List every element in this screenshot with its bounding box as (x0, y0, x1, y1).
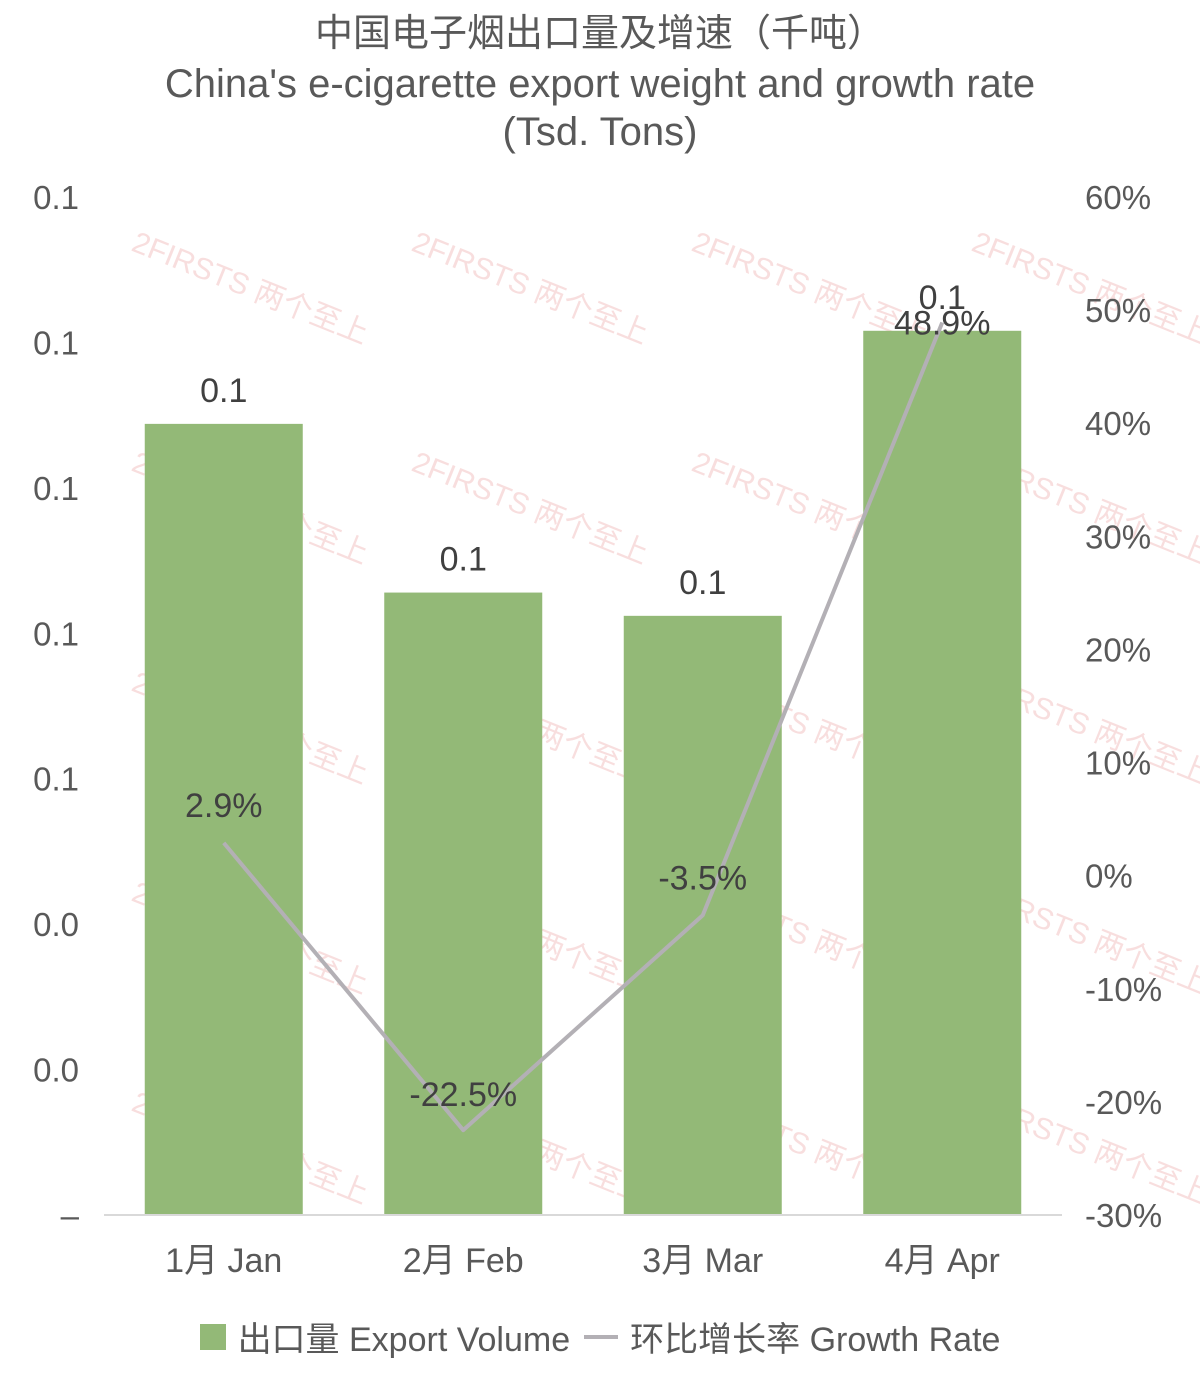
watermark-text: 2FIRSTS 两个至上 (127, 226, 373, 351)
growth-rate-line (222, 321, 945, 1133)
left-tick-label: 0.0 (33, 906, 79, 943)
watermark-text: 2FIRSTS 两个至上 (407, 226, 653, 351)
right-tick-label: -20% (1085, 1084, 1162, 1121)
bar-4 (863, 330, 1022, 1215)
growth-value-label: -3.5% (658, 859, 747, 897)
legend-bar-swatch (199, 1323, 226, 1350)
data-labels: 0.1 0.1 0.1 0.1 2.9% -22.5% -3.5% 48.9% (185, 279, 990, 1114)
left-tick-label: 0.1 (33, 761, 79, 798)
legend: 出口量 Export Volume 环比增长率 Growth Rate (0, 1312, 1200, 1361)
left-tick-label: 0.1 (33, 615, 79, 652)
right-tick-label: -10% (1085, 971, 1162, 1008)
growth-value-label: -22.5% (409, 1076, 517, 1114)
right-tick-label: 20% (1085, 631, 1151, 668)
right-tick-label: 10% (1085, 745, 1151, 782)
bar-value-label: 0.1 (440, 541, 487, 579)
growth-value-label: 2.9% (185, 787, 263, 825)
right-tick-label: 50% (1085, 292, 1151, 329)
growth-line-series (222, 321, 945, 1133)
right-tick-label: -30% (1085, 1197, 1162, 1234)
left-tick-label: 0.1 (33, 470, 79, 507)
chart-title-en: China's e-cigarette export weight and gr… (164, 62, 1036, 154)
left-axis: – 0.0 0.0 0.1 0.1 0.1 0.1 0.1 (33, 179, 80, 1234)
right-axis: -30% -20% -10% 0% 10% 20% 30% 40% 50% 60% (1085, 179, 1162, 1234)
chart: 2FIRSTS 两个至上 2FIRSTS 两个至上 2FIRSTS 两个至上 2FIR… (33, 179, 1200, 1280)
legend-line-label: 环比增长率 Growth Rate (630, 1321, 1001, 1359)
bar-series (144, 330, 1022, 1216)
right-tick-label: 40% (1085, 405, 1151, 442)
legend-bar-label: 出口量 Export Volume (237, 1321, 571, 1359)
chart-title-cn: 中国电子烟出口量及增速（千吨） (314, 13, 885, 55)
right-tick-label: 0% (1085, 858, 1133, 895)
growth-value-label: 48.9% (894, 305, 990, 343)
left-tick-label: 0.0 (33, 1052, 79, 1089)
right-tick-label: 30% (1085, 518, 1151, 555)
category-label: 2月 Feb (403, 1242, 524, 1280)
left-tick-label: 0.1 (33, 179, 79, 216)
bar-value-label: 0.1 (919, 279, 966, 317)
category-label: 4月 Apr (885, 1242, 1000, 1280)
bar-2 (384, 592, 543, 1215)
legend-line-swatch (584, 1334, 619, 1339)
x-axis: 1月 Jan 2月 Feb 3月 Mar 4月 Apr (165, 1242, 1000, 1280)
bar-1 (144, 423, 303, 1216)
category-label: 1月 Jan (165, 1242, 282, 1280)
bar-value-label: 0.1 (679, 564, 726, 602)
left-tick-label: 0.1 (33, 324, 79, 361)
left-tick-label: – (61, 1197, 80, 1234)
right-tick-label: 60% (1085, 179, 1151, 216)
category-label: 3月 Mar (642, 1242, 763, 1280)
bar-value-label: 0.1 (200, 372, 247, 410)
